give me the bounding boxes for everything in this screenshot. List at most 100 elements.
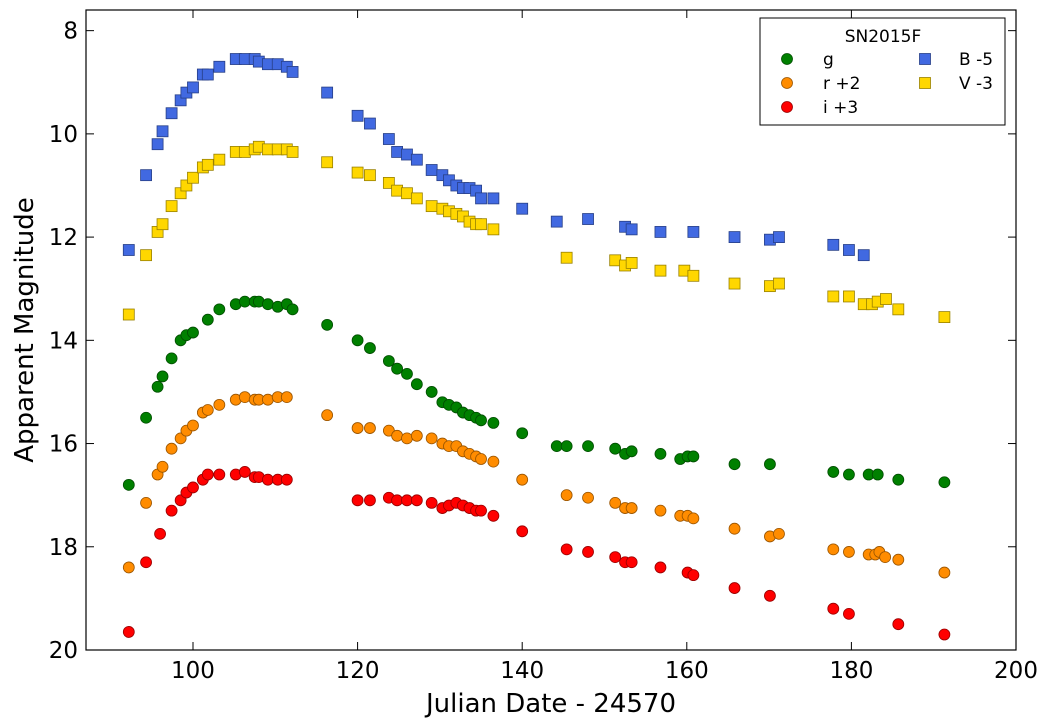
data-point xyxy=(475,218,487,231)
data-point xyxy=(625,502,638,514)
data-point xyxy=(410,494,423,507)
plot-frame xyxy=(85,9,1017,651)
axis-tick-labels: 100 120 140 160 180 200 8 10 12 14 16 18 20 xyxy=(49,19,1038,684)
data-point xyxy=(654,447,667,460)
y-tick-label: 10 xyxy=(49,122,78,148)
data-point xyxy=(122,478,135,491)
x-tick-label: 200 xyxy=(994,658,1038,684)
data-point xyxy=(261,58,274,71)
series-2 xyxy=(122,466,951,641)
legend-entry: V -3 xyxy=(919,74,993,94)
data-point xyxy=(843,607,855,620)
data-point xyxy=(238,391,251,403)
data-point xyxy=(286,303,299,316)
data-point xyxy=(582,546,594,558)
legend-box xyxy=(759,17,1006,126)
data-point xyxy=(487,455,500,468)
data-point xyxy=(154,527,166,540)
legend-marker xyxy=(781,101,793,113)
data-point xyxy=(687,226,700,238)
series-1 xyxy=(122,391,951,579)
data-point xyxy=(122,561,135,574)
data-point xyxy=(165,107,178,120)
data-point xyxy=(625,445,638,458)
data-point xyxy=(654,264,667,277)
data-point xyxy=(938,311,951,323)
legend-title: SN2015F xyxy=(845,27,922,47)
data-point xyxy=(410,429,423,442)
data-point xyxy=(827,602,840,615)
data-point xyxy=(364,117,376,130)
data-point xyxy=(487,417,500,429)
x-tick-label: 180 xyxy=(829,658,873,684)
data-point xyxy=(892,553,905,566)
data-point xyxy=(425,432,438,445)
data-point xyxy=(773,231,785,243)
legend-entry: g xyxy=(781,50,834,70)
data-point xyxy=(261,473,274,486)
data-point xyxy=(156,218,169,231)
data-point xyxy=(773,527,785,540)
data-point xyxy=(938,476,951,489)
data-point xyxy=(560,440,573,453)
data-point xyxy=(351,494,364,507)
data-point xyxy=(351,109,364,122)
data-point xyxy=(625,257,638,269)
series-4 xyxy=(122,140,951,323)
data-point xyxy=(321,409,334,422)
data-point xyxy=(728,582,741,594)
data-point xyxy=(582,491,594,504)
data-point xyxy=(560,251,573,264)
data-point xyxy=(516,473,529,486)
data-point xyxy=(880,293,892,305)
data-point xyxy=(391,362,403,375)
data-point xyxy=(425,164,438,176)
data-point xyxy=(391,184,403,197)
legend-items: g r +2 i +3 B -5 V -3 xyxy=(781,50,993,118)
series-3 xyxy=(122,53,870,262)
data-point xyxy=(351,166,364,179)
data-point xyxy=(213,303,226,316)
data-point xyxy=(187,171,199,184)
data-point xyxy=(843,468,855,481)
series-0 xyxy=(122,295,951,491)
data-point xyxy=(609,254,622,267)
data-point xyxy=(321,156,334,169)
data-point xyxy=(187,81,199,94)
legend-label: V -3 xyxy=(959,74,993,94)
data-point xyxy=(238,466,251,478)
data-point xyxy=(391,494,403,507)
data-point xyxy=(625,556,638,569)
data-point xyxy=(165,200,178,213)
data-point xyxy=(364,422,376,434)
data-point xyxy=(187,419,199,432)
data-point xyxy=(582,213,594,225)
axis-ticks xyxy=(86,10,1017,651)
data-point xyxy=(401,494,413,507)
x-tick-label: 120 xyxy=(336,658,380,684)
data-point xyxy=(238,53,251,65)
data-point xyxy=(728,231,741,243)
legend-marker xyxy=(781,53,793,65)
data-point xyxy=(351,422,364,434)
data-point xyxy=(201,313,214,326)
data-point xyxy=(364,494,376,507)
data-point xyxy=(391,146,403,158)
x-axis-label: Julian Date - 24570 xyxy=(424,689,676,719)
data-point xyxy=(156,460,169,473)
data-point xyxy=(516,427,529,440)
data-point xyxy=(140,411,152,424)
data-point xyxy=(213,153,226,166)
data-point xyxy=(475,192,487,205)
data-point xyxy=(213,398,226,411)
data-point xyxy=(625,223,638,236)
data-point xyxy=(550,440,563,453)
data-point xyxy=(827,290,840,303)
data-point xyxy=(364,169,376,182)
x-tick-label: 100 xyxy=(171,658,215,684)
data-point xyxy=(156,370,169,383)
x-tick-label: 140 xyxy=(500,658,544,684)
data-point xyxy=(773,277,785,290)
data-point xyxy=(261,143,274,156)
data-point xyxy=(187,326,199,339)
